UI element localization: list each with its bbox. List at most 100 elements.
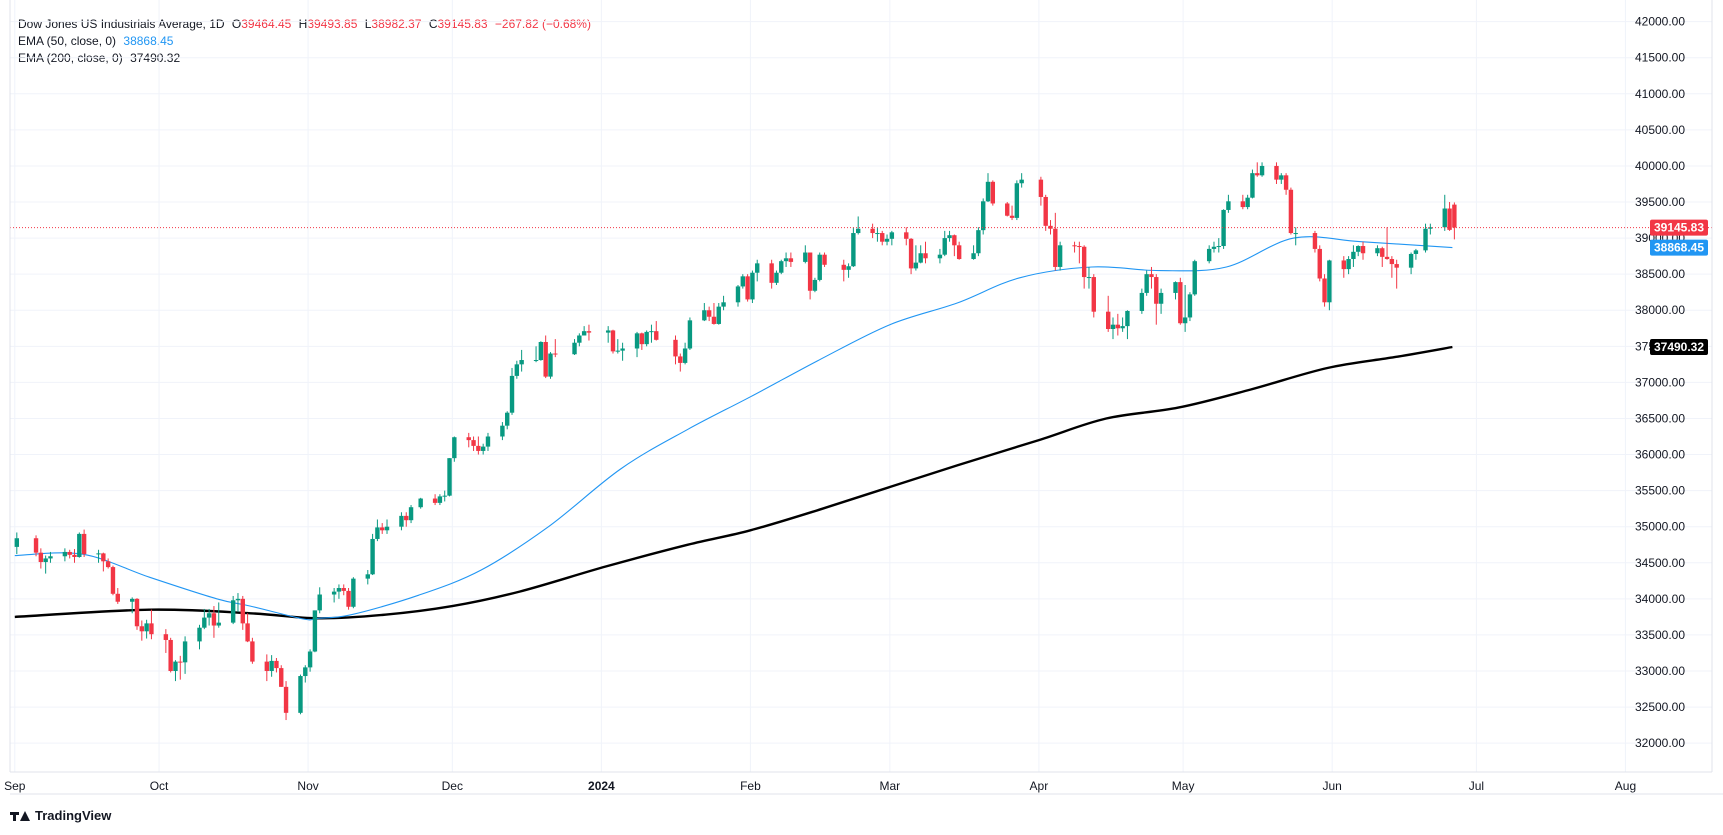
candle [1139,288,1145,314]
candle-body [197,627,202,642]
candle-body [971,253,976,260]
x-tick-label: Feb [740,779,761,793]
candle [1187,292,1193,322]
candle-body [774,272,779,283]
candle-body [649,331,654,333]
candle [101,552,106,572]
candle [173,660,178,682]
candle-body [851,233,856,267]
candle [1341,256,1346,278]
candle-body [437,496,443,503]
candle-body [307,651,313,668]
candle-body [1115,324,1121,329]
candle [947,230,952,242]
candle [610,329,616,354]
candle [1428,223,1433,235]
candle-body [279,668,284,687]
ema50-label: EMA (50, close, 0) [18,34,117,48]
candle [913,245,919,271]
candle [375,519,380,542]
candle-body [855,228,861,234]
candle [67,549,72,559]
symbol-title: Dow Jones US Industrials Average, 1D [18,17,225,31]
candle [750,270,755,304]
candle-body [110,567,116,594]
candle-body [399,515,404,527]
candle-body [620,348,625,351]
open-value: O39464.45 [231,17,292,31]
candle [1043,194,1048,231]
candle [1250,169,1255,199]
candle [81,529,87,557]
candle [1293,227,1298,246]
candle [937,248,943,264]
candle [298,674,303,715]
candle [990,180,996,206]
candle-body [1053,228,1058,267]
candle-body [298,676,303,713]
candle-body [937,254,943,259]
candle-body [1149,274,1154,278]
candle-body [577,335,582,343]
candle [846,263,851,278]
candle-body [336,588,342,592]
candle-body [519,360,524,365]
candle [649,324,654,343]
candle [505,411,510,430]
candle [1423,223,1428,253]
candle [384,519,390,534]
candle-body [654,331,659,340]
candle [471,436,476,451]
candle-body [711,316,717,324]
candle-body [538,341,544,361]
candle-body [1356,246,1361,252]
candle-body [841,264,846,270]
candle [211,606,217,638]
candle [163,629,169,653]
candle-body [1221,209,1226,247]
candle-body [942,238,947,255]
candle [72,549,77,563]
candle-body [956,245,962,260]
y-tick-label: 41000.00 [1635,87,1685,101]
tradingview-logo[interactable]: TradingView [10,808,111,823]
legend-ema50-row[interactable]: EMA (50, close, 0) 38868.45 [18,33,591,50]
candle [1317,245,1322,282]
candle-body [687,320,693,349]
candle [812,277,818,293]
y-tick-label: 40000.00 [1635,159,1685,173]
candle [1077,241,1082,264]
candle [952,234,957,257]
candle [1375,245,1380,257]
candle-body [471,440,476,446]
candle [480,443,486,455]
y-tick-label: 38500.00 [1635,267,1685,281]
candle [1178,277,1183,325]
candle [706,306,712,322]
candle-body [67,551,72,555]
candle [615,339,620,354]
candle [1322,274,1327,307]
candle [711,303,717,325]
candle [1091,274,1096,318]
candle-body [1081,246,1087,278]
candle-body [923,253,928,259]
candle [178,655,183,680]
candle [735,284,741,307]
candle [1106,295,1111,332]
candle [182,636,188,674]
price-badge-text: 38868.45 [1654,241,1704,255]
candle-body [447,458,452,496]
candle-body [807,252,813,291]
candle-body [1091,277,1096,312]
candle [875,227,880,242]
candle [269,655,274,677]
candle [880,230,885,246]
candle [250,637,255,664]
ema50-line [14,236,1453,621]
candle [240,595,245,630]
y-tick-label: 36000.00 [1635,448,1685,462]
candle-body [240,598,245,624]
candle-body [485,436,491,447]
